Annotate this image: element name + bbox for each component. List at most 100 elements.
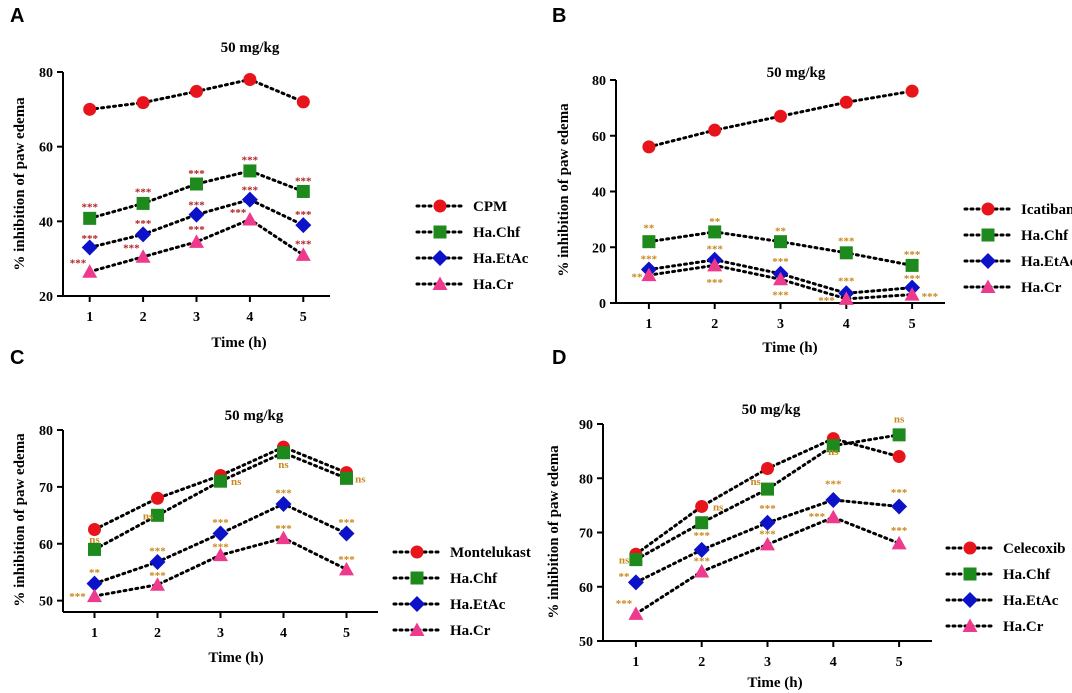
legend-marker	[981, 228, 995, 242]
panel-A: A 50 mg/kg 20 40 60 80 1 2 3 4 5 Time (h) % inhibiti…	[10, 5, 529, 351]
significance-label: ns	[355, 473, 366, 485]
series-ha-chf	[629, 428, 906, 567]
series-line	[88, 169, 305, 220]
data-point	[340, 471, 353, 485]
data-point	[136, 96, 150, 110]
panel-D: D 50 mg/kg 50 60 70 80 90 1 2 3 4 5 Time (h) % inhibi…	[546, 347, 1065, 691]
data-point	[83, 102, 97, 116]
significance-label: ***	[706, 277, 723, 289]
data-point	[190, 177, 203, 191]
significance-label: ***	[69, 591, 86, 603]
significance-label: ***	[759, 529, 776, 541]
significance-label: ***	[904, 273, 921, 285]
x-axis-label: Time (h)	[762, 340, 817, 356]
data-point	[905, 258, 919, 272]
significance-label: ***	[772, 256, 789, 268]
data-point	[707, 257, 723, 272]
x-tick-label: 1	[632, 655, 639, 670]
x-tick-label: 1	[91, 626, 98, 641]
y-tick-label: 80	[592, 74, 606, 89]
x-axis-label: Time (h)	[208, 650, 263, 666]
data-point	[277, 446, 290, 460]
significance-label: ns	[894, 414, 905, 426]
data-point	[150, 577, 165, 591]
legend-item: Ha.Chf	[945, 567, 1051, 583]
significance-label: ***	[295, 209, 312, 221]
significance-label: **	[619, 571, 631, 583]
data-point	[642, 235, 656, 249]
x-tick-label: 3	[777, 317, 784, 332]
y-tick-label: 70	[579, 527, 593, 542]
data-point	[774, 235, 787, 249]
significance-label: ***	[212, 517, 229, 529]
significance-label: ***	[825, 479, 842, 491]
significance-label: ***	[838, 276, 855, 288]
significance-label: ***	[188, 224, 205, 236]
legend-marker	[432, 250, 448, 266]
significance-label: ***	[616, 598, 633, 610]
significance-label: ***	[338, 517, 355, 529]
y-axis-label: % inhibition of paw edema	[556, 103, 572, 277]
legend-marker	[963, 541, 977, 555]
significance-label: ***	[891, 487, 908, 499]
legend-item: Ha.Cr	[415, 276, 514, 293]
significance-label: ***	[212, 542, 229, 554]
significance-label: ***	[70, 257, 87, 269]
legend-label: Ha.Chf	[1021, 228, 1069, 244]
y-tick-label: 0	[599, 297, 606, 312]
legend-marker	[963, 567, 977, 581]
significance-label: ***	[295, 239, 312, 251]
series-ha-chf	[88, 446, 353, 556]
significance-label: **	[643, 223, 655, 235]
data-point	[86, 575, 103, 592]
data-point	[243, 164, 257, 178]
data-point	[904, 287, 920, 301]
significance-label: ***	[641, 253, 658, 265]
legend-marker	[409, 622, 425, 636]
legend-marker	[981, 202, 995, 216]
series-ha-chf	[83, 164, 310, 225]
data-point	[189, 234, 204, 248]
legend-item: Icatibant	[963, 202, 1072, 218]
y-axis-label: % inhibition of paw edema	[12, 97, 28, 271]
chart-title: 50 mg/kg	[767, 65, 826, 81]
data-point	[212, 525, 229, 542]
legend: Celecoxib Ha.Chf Ha.EtAc Ha.Cr	[945, 541, 1065, 635]
x-tick-label: 3	[764, 655, 771, 670]
x-tick-label: 3	[193, 310, 200, 325]
data-point	[151, 508, 164, 522]
data-point	[87, 588, 102, 603]
legend-item: Montelukast	[392, 545, 531, 561]
x-tick-label: 3	[217, 626, 224, 641]
data-point	[214, 474, 227, 488]
significance-label: ***	[149, 546, 166, 558]
significance-label: ***	[230, 207, 247, 219]
legend-label: Ha.Cr	[473, 277, 514, 293]
data-point	[151, 491, 164, 505]
legend: CPM Ha.Chf Ha.EtAc Ha.Cr	[415, 199, 529, 293]
data-point	[642, 140, 656, 154]
data-point	[339, 561, 354, 576]
y-tick-label: 80	[39, 424, 53, 439]
data-point	[693, 541, 710, 558]
data-point	[694, 564, 710, 578]
significance-label: **	[632, 272, 644, 284]
legend-label: Ha.Chf	[473, 225, 521, 241]
series-ha-cr	[82, 211, 311, 278]
significance-label: ***	[838, 235, 855, 247]
series-ha-cr	[628, 509, 907, 620]
legend-marker	[433, 199, 447, 213]
data-point	[135, 226, 152, 243]
significance-label: ***	[706, 244, 723, 256]
series-ha-cr	[641, 257, 920, 305]
significance-label: ***	[693, 556, 710, 568]
series-ha-cr	[87, 530, 354, 603]
panel-C: C 50 mg/kg 50 60 70 80 1 2 3 4 5 Time (h) % inhibiti…	[10, 347, 531, 666]
data-point	[296, 95, 310, 109]
legend-marker	[962, 592, 978, 608]
x-tick-label: 4	[280, 626, 287, 641]
y-tick-label: 50	[579, 635, 593, 650]
x-tick-label: 2	[140, 310, 147, 325]
data-point	[188, 206, 205, 223]
